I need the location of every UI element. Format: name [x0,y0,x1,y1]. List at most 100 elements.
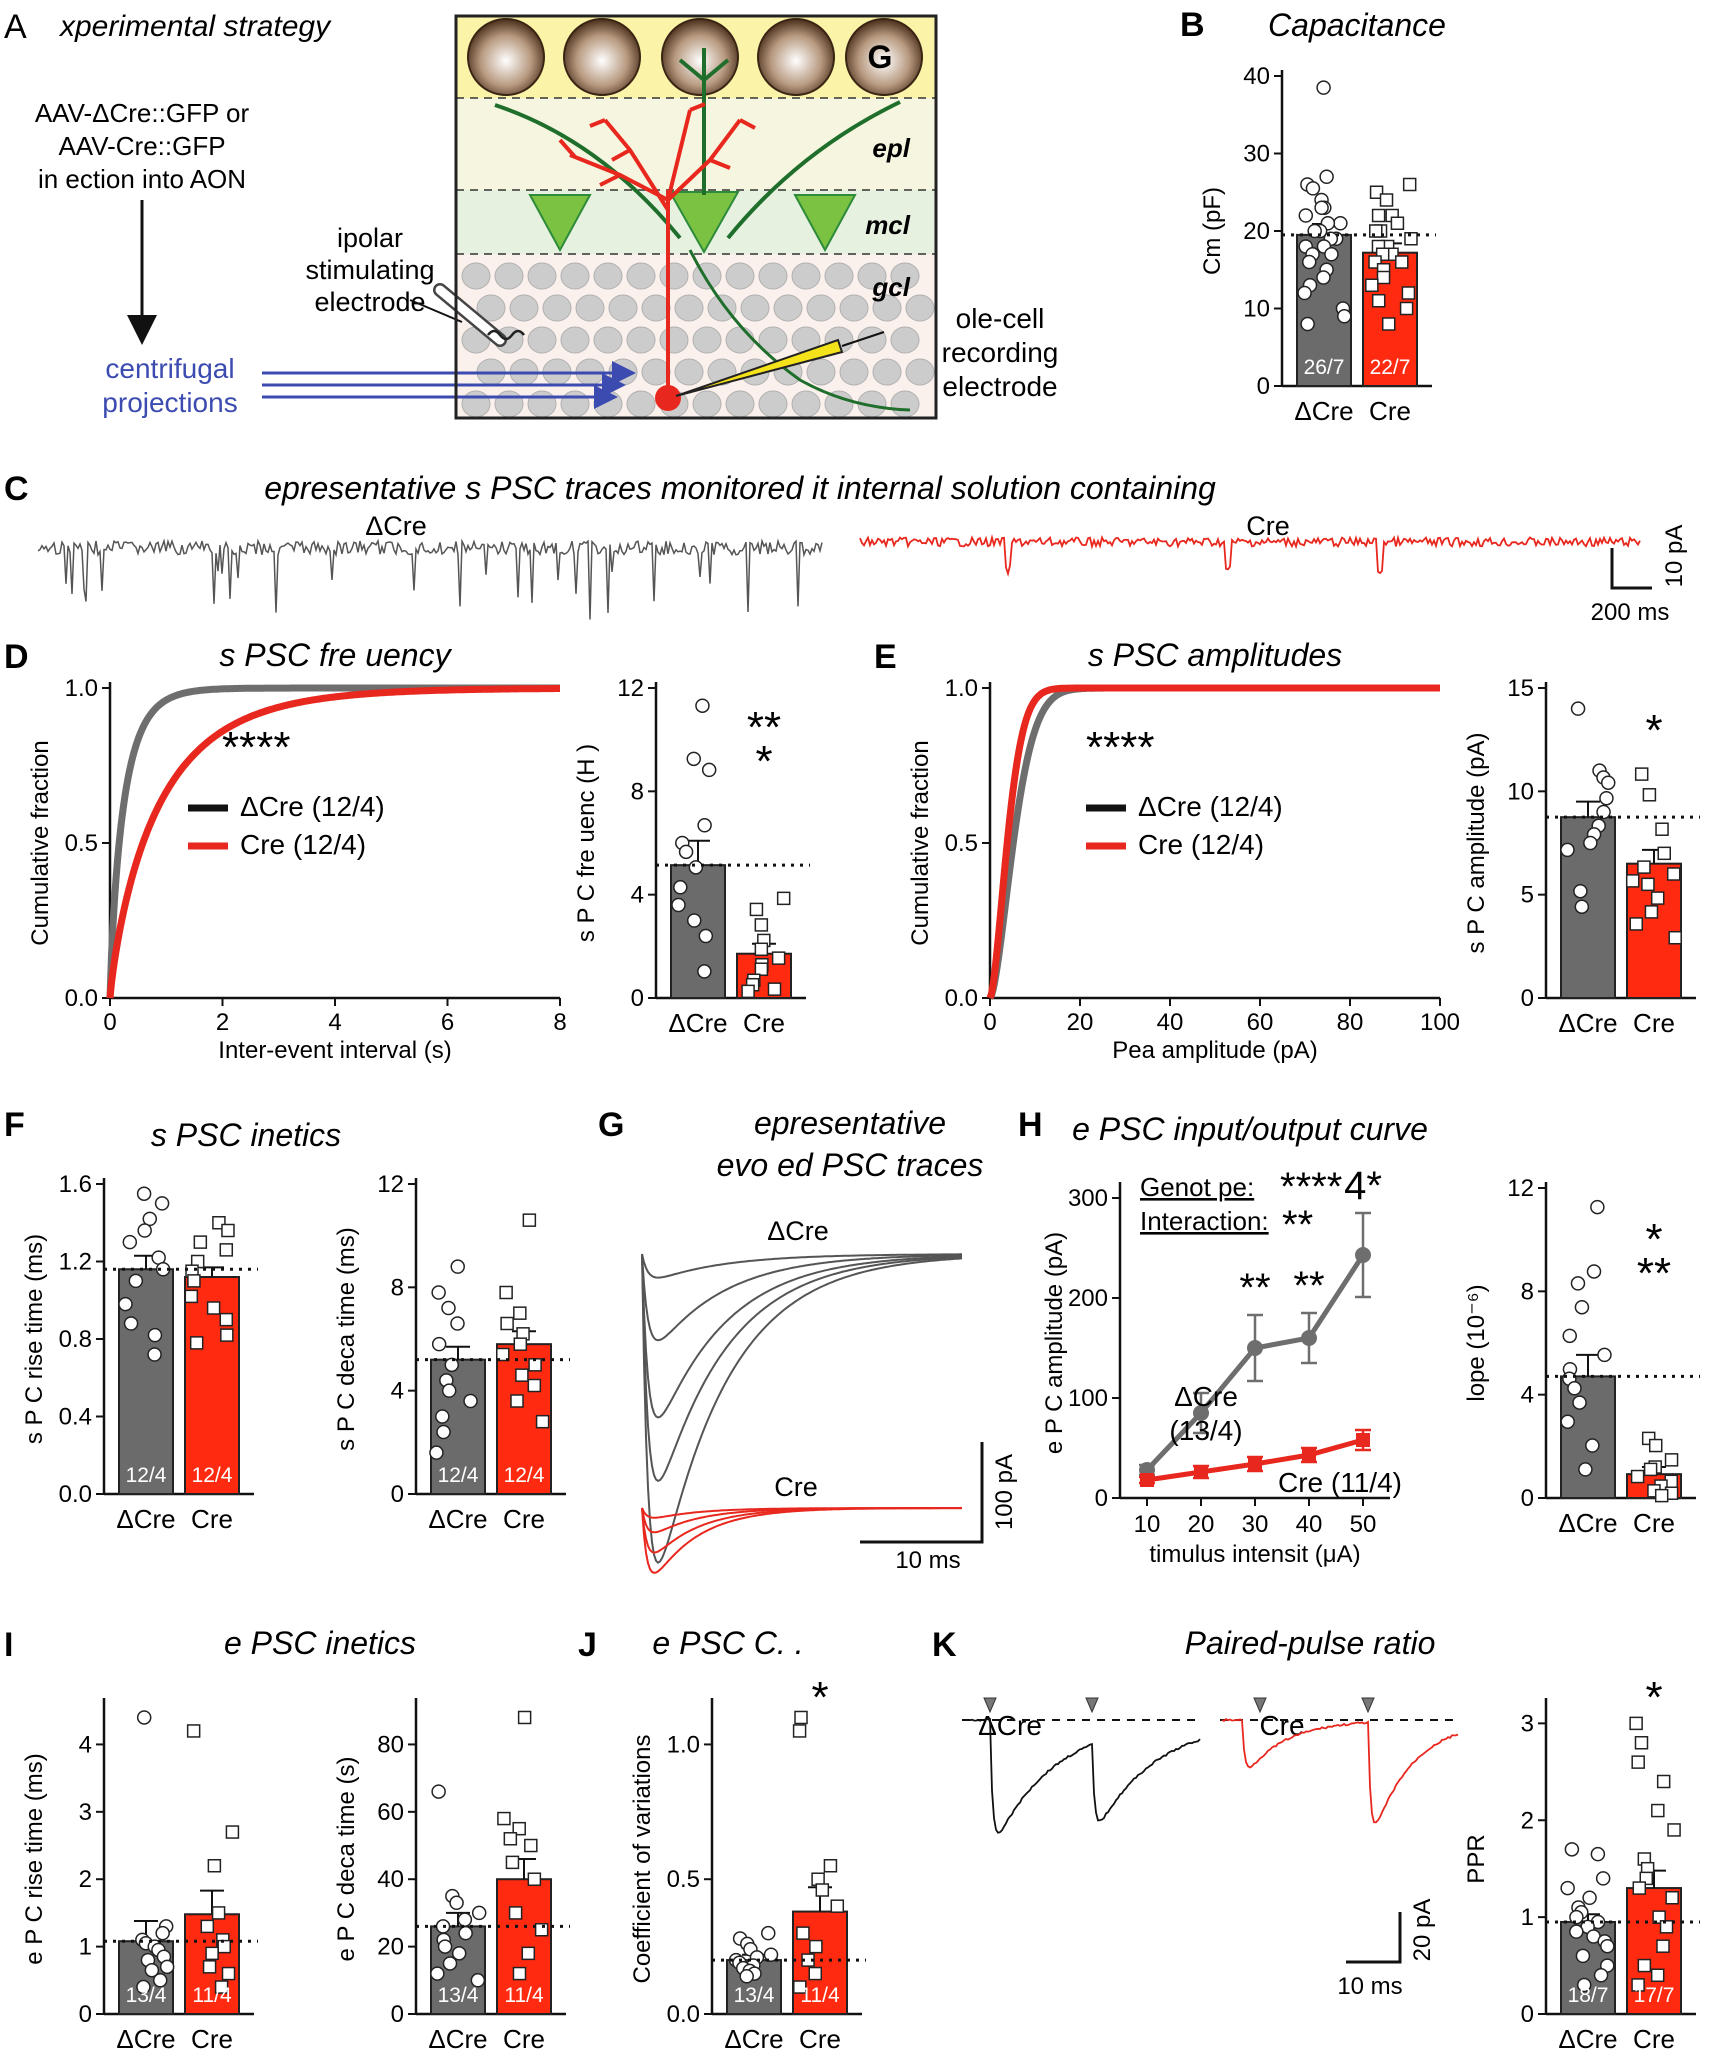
D_cdf-xtick-label: 2 [216,1009,229,1036]
panel-g-traces: epresentative evo ed PSC traces ΔCre Cre… [641,1105,1018,1574]
F_rise-ytick-label: 0.0 [59,1481,92,1508]
H_io-interaction-sig: ** [1282,1203,1313,1247]
I_decay-point-cre [505,1855,520,1870]
granule-cell-ball [707,294,737,322]
K-point-cre [1631,1755,1645,1769]
granule-cell-ball [839,294,869,322]
F_rise-xcat-0: ΔCre [116,1504,175,1534]
F_rise-point-dcre [137,1223,152,1238]
granule-cell-ball [692,390,722,418]
granule-cell-ball [725,326,755,354]
rec-electrode-line-3: electrode [942,371,1057,402]
D_bar-point-dcre [686,751,702,767]
F_decay-ytick-label: 4 [391,1378,404,1405]
panel-letter-f: F [4,1106,25,1144]
E_bar-point-cre [1666,867,1681,881]
F_rise-point-cre [206,1301,221,1315]
H_io-point-sig-4: 4* [1344,1164,1382,1208]
I_rise-n-1: 11/4 [192,1984,232,2007]
K-point-cre [1651,1803,1665,1818]
chart-B: 0 10 20 30 40 Cm (pF) ΔCre 26/7 Cre 22/7 Capacitan… [1199,7,1446,426]
B-n-1: 22/7 [1370,356,1411,379]
I_decay-point-dcre [431,1784,446,1799]
J-point-dcre [761,1925,776,1941]
B-point-cre [1395,255,1409,269]
F_rise-ytick-label: 0.8 [59,1326,92,1353]
granule-cell-ball [494,390,524,418]
J-point-cre [823,1858,838,1873]
K-xcat-1: Cre [1633,2024,1675,2053]
I_rise-point-cre [217,1939,231,1954]
epl-layer [456,98,936,190]
H_bar-xcat-0: ΔCre [1558,1508,1617,1538]
g-trace-red [641,1507,962,1554]
mitral-lateral-dendrites [494,100,901,240]
granule-cell-ball [890,326,920,354]
granule-cell-ball [806,358,836,386]
F_decay-point-cre [527,1378,542,1393]
I_rise-n-0: 13/4 [126,1984,167,2007]
E_cdf-xtick-label: 20 [1067,1009,1094,1036]
H_io-point-sig-3: ** [1293,1264,1324,1308]
D_cdf-legend-label-0: ΔCre (12/4) [240,791,385,822]
I_rise-point-dcre [144,1962,160,1978]
c-scale-bar [1610,548,1652,590]
centrifugal-line-1: centrifugal [105,353,234,384]
H_bar-point-dcre [1585,1438,1600,1453]
H_bar-ytick-label: 4 [1521,1382,1534,1409]
rec-electrode-line-1: ole-cell [956,303,1045,334]
H_bar-point-dcre [1586,1264,1602,1279]
chart-D_bar: 0 4 8 12 s P C fre uenc (H ) ΔCre Cre *** [573,675,810,1038]
H_bar-point-dcre [1560,1414,1575,1429]
B-point-dcre [1316,270,1331,285]
granule-cell-ball [725,262,755,290]
E_cdf-xlabel: Pea amplitude (pA) [1112,1037,1317,1064]
J-n-0: 13/4 [734,1984,775,2007]
granule-cell-ball [890,262,920,290]
g-trace-gray [641,1253,963,1483]
B-ytick-label: 0 [1257,373,1270,400]
I_decay-point-dcre [442,1956,458,1971]
F_decay-point-cre [535,1414,550,1429]
schematic-box [454,14,938,420]
E_cdf-xtick-label: 0 [983,1009,996,1036]
F_decay-point-cre [515,1368,529,1382]
k-scale-x: 10 ms [1337,1973,1402,2000]
g-trace-gray [641,1253,963,1419]
granule-cell-ball [872,358,902,386]
g-label-dcre: ΔCre [767,1216,829,1246]
K-point-dcre [1564,1842,1580,1857]
K-point-dcre [1590,1846,1606,1862]
chart-I_rise: 0 1 2 3 4 e P C rise time (ms) ΔCre 13/4 Cre 11/4… [21,1625,416,2053]
B-point-dcre [1316,80,1331,95]
J-point-cre [830,1899,845,1913]
I_decay-ytick-label: 0 [391,2001,404,2028]
F_rise-point-cre [184,1289,199,1304]
recording-electrode [675,338,844,397]
F_rise-ytick-label: 1.6 [59,1171,92,1198]
granule-cell-ball [560,262,590,290]
J-point-cre [793,1980,807,1994]
granule-cell-ball [758,326,788,354]
panel-letter-d: D [4,638,29,676]
I_rise-xcat-0: ΔCre [116,2024,175,2053]
B-ytick-label: 20 [1243,218,1270,245]
F_rise-point-cre [193,1235,208,1249]
I_rise-point-dcre [159,1959,175,1975]
c-title: epresentative s PSC traces monitored it … [264,470,1216,506]
F_rise-title: s PSC inetics [151,1117,341,1153]
B-ytick-label: 10 [1243,296,1270,323]
I_rise-point-cre [225,1825,240,1839]
J-point-cre [792,1724,807,1738]
F_rise-point-dcre [122,1234,138,1250]
K-xcat-0: ΔCre [1558,2024,1617,2053]
g-traces-cre [641,1507,962,1574]
H_io-ytick-label: 200 [1068,1285,1108,1312]
I_rise-point-dcre [136,1979,151,1995]
H_bar-point-dcre [1570,1276,1586,1291]
F_rise-n-1: 12/4 [192,1464,233,1487]
D_bar-point-cre [754,962,769,976]
I_rise-point-cre [205,1946,219,1961]
g-scale-y: 100 pA [991,1454,1018,1530]
